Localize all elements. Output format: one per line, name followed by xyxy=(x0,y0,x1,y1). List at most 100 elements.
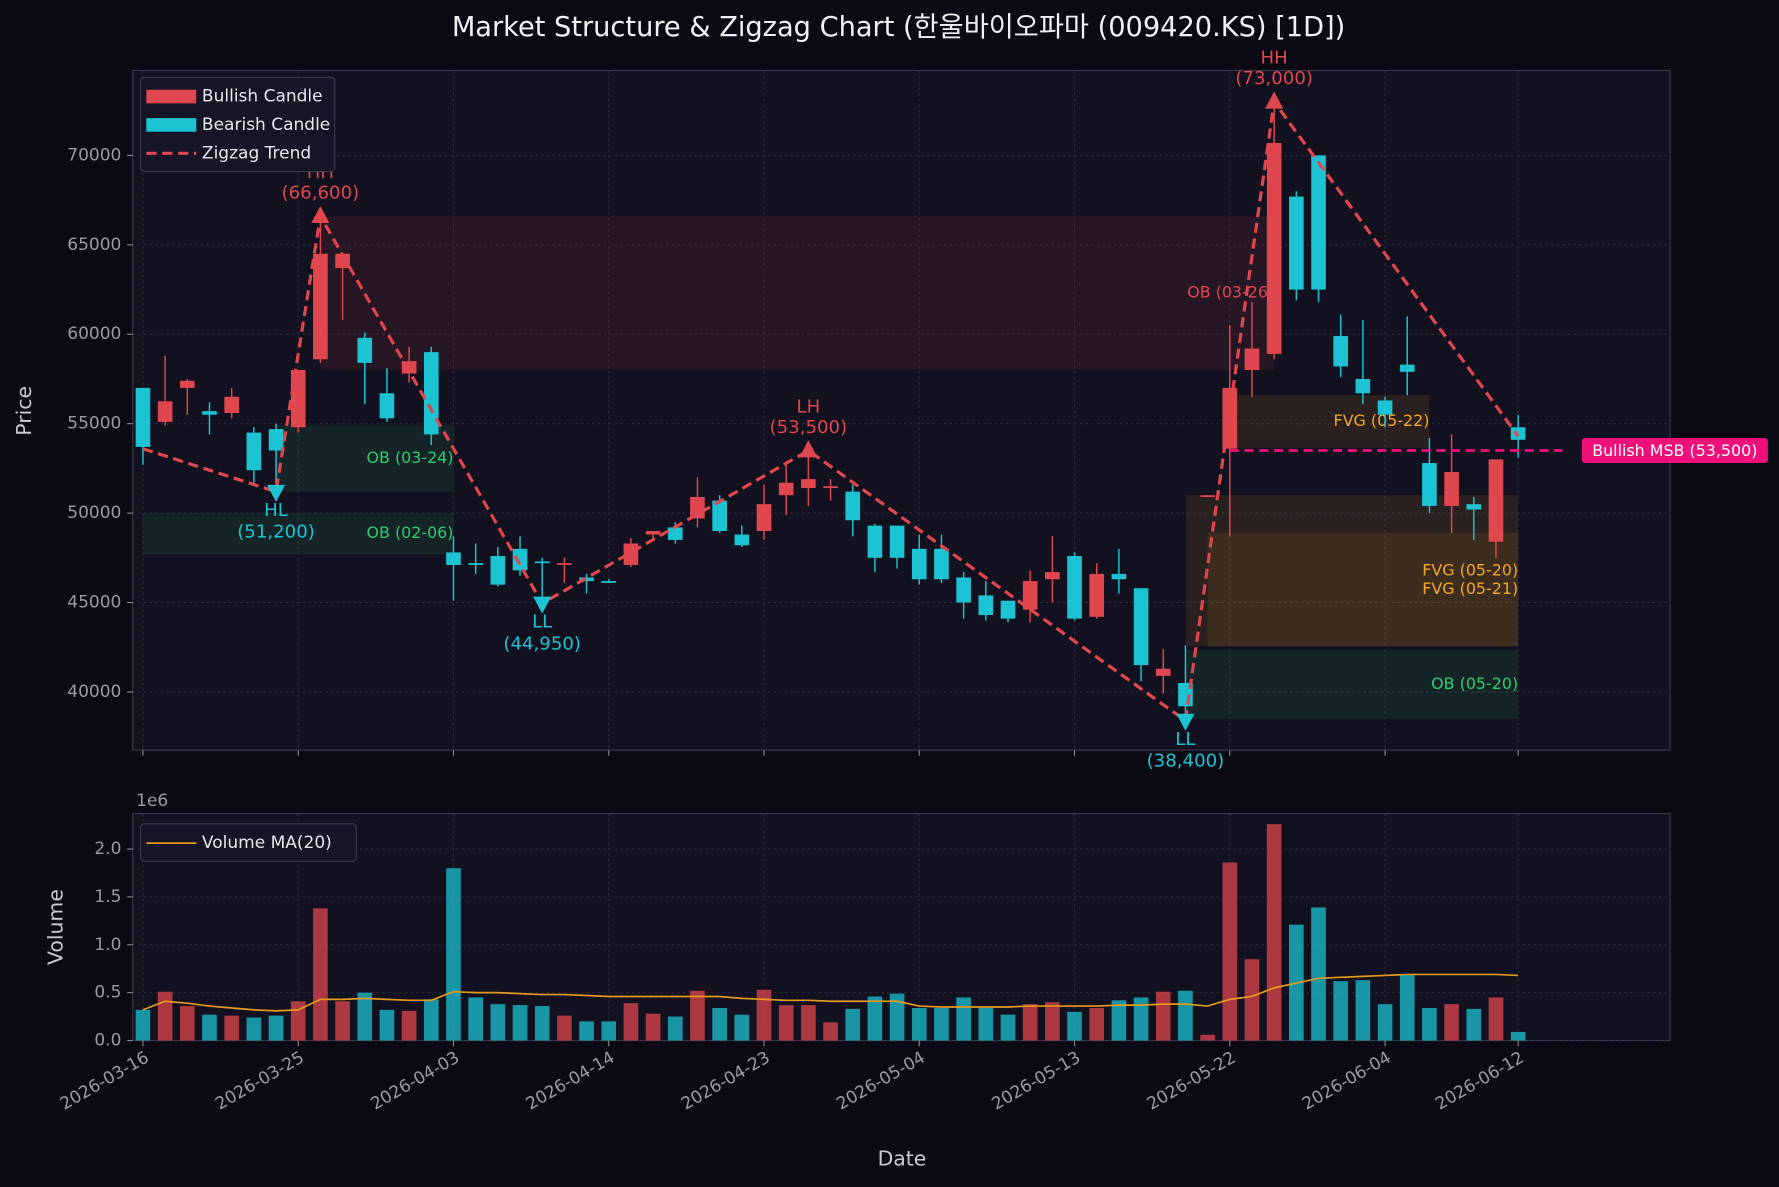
zone-label: OB (02-06) xyxy=(367,523,454,542)
pivot-label: LH xyxy=(796,396,820,417)
candle-body xyxy=(423,352,439,435)
volume-bar xyxy=(801,1005,816,1041)
y-tick-label: 55000 xyxy=(67,414,121,434)
candle-body xyxy=(202,411,217,415)
candle-body xyxy=(1488,459,1504,542)
legend-label: Bearish Candle xyxy=(202,115,330,135)
volume-bar xyxy=(1399,974,1415,1041)
pivot-marker xyxy=(533,596,552,614)
volume-bar xyxy=(468,997,483,1041)
candle-body xyxy=(934,548,949,580)
zone xyxy=(1185,649,1519,719)
candle-body xyxy=(1045,572,1060,580)
candle-body xyxy=(1444,471,1459,506)
volume-bar xyxy=(446,868,461,1041)
volume-bar xyxy=(224,1015,239,1041)
volume-bar xyxy=(1377,1004,1393,1041)
volume-bar xyxy=(889,993,905,1041)
candle-body xyxy=(290,370,306,428)
volume-bar xyxy=(712,1007,727,1041)
candle-body xyxy=(867,525,883,558)
x-axis-label: Date xyxy=(878,1147,927,1171)
volume-bar xyxy=(1488,997,1504,1041)
volume-bar xyxy=(157,991,173,1041)
volume-bar xyxy=(1311,907,1326,1041)
candle-body xyxy=(756,504,772,531)
legend-label: Bullish Candle xyxy=(202,87,323,107)
y-tick-label: 60000 xyxy=(67,324,121,344)
candle-body xyxy=(601,581,617,583)
volume-bar xyxy=(1089,1007,1105,1041)
volume-bar xyxy=(845,1008,861,1041)
candle-body xyxy=(1200,495,1215,498)
candle-body xyxy=(157,401,173,422)
volume-bar xyxy=(690,990,705,1041)
candle-body xyxy=(911,548,927,580)
candle-body xyxy=(1089,573,1105,617)
volume-bar xyxy=(956,997,971,1041)
candle-body xyxy=(357,337,373,363)
volume-bar xyxy=(490,1004,506,1041)
y-tick-label: 1.0 xyxy=(94,935,121,955)
chart-title: Market Structure & Zigzag Chart (한울바이오파마… xyxy=(452,12,1345,43)
volume-bar xyxy=(579,1021,594,1041)
candle-body xyxy=(1266,142,1282,354)
pivot-value-label: (53,500) xyxy=(770,417,848,438)
volume-bar xyxy=(1510,1031,1526,1041)
candle-body xyxy=(1155,668,1171,676)
pivot-value-label: (73,000) xyxy=(1235,68,1313,89)
pivot-label: HL xyxy=(264,500,289,521)
candle-body xyxy=(645,530,661,535)
candle-body xyxy=(1377,400,1393,415)
candle-body xyxy=(1289,196,1304,290)
legend-label: Volume MA(20) xyxy=(202,833,332,853)
volume-bar xyxy=(1222,862,1238,1041)
volume-bar xyxy=(1244,959,1260,1041)
candle-body xyxy=(1244,348,1260,371)
candle-body xyxy=(246,432,262,471)
zone xyxy=(1207,532,1519,647)
candle-body xyxy=(823,486,838,489)
candle-body xyxy=(1399,364,1415,372)
volume-bar xyxy=(557,1015,572,1041)
volume-bar xyxy=(379,1009,395,1041)
pivot-marker xyxy=(1265,91,1284,109)
pivot-value-label: (44,950) xyxy=(503,633,581,654)
volume-bar xyxy=(601,1021,617,1041)
y-tick-label: 65000 xyxy=(67,235,121,255)
candle-body xyxy=(801,479,816,489)
zigzag-line xyxy=(142,97,1520,724)
volume-bar xyxy=(202,1014,217,1041)
legend-swatch xyxy=(146,89,197,104)
volume-bar xyxy=(135,1009,151,1041)
candle-body xyxy=(667,527,683,540)
candle-body xyxy=(1355,378,1371,394)
volume-bar xyxy=(1022,1004,1038,1041)
volume-bar xyxy=(911,1007,927,1041)
volume-bar xyxy=(512,1005,528,1041)
volume-bar xyxy=(934,1007,949,1041)
volume-bar xyxy=(667,1016,683,1041)
candle-body xyxy=(1422,463,1437,506)
candle-body xyxy=(845,491,861,521)
msb-label: Bullish MSB (53,500) xyxy=(1592,441,1757,460)
volume-bar xyxy=(867,996,883,1041)
pivot-value-label: (38,400) xyxy=(1147,750,1225,771)
volume-bar xyxy=(978,1007,994,1041)
candle-body xyxy=(978,595,994,616)
pivot-label: HH xyxy=(1261,48,1288,69)
candle-body xyxy=(1022,581,1038,610)
zone-label: FVG (05-20) xyxy=(1422,560,1518,579)
volume-bar xyxy=(1111,1000,1127,1041)
volume-bar xyxy=(1355,980,1371,1041)
price-panel xyxy=(132,69,1671,751)
volume-bar xyxy=(778,1005,794,1041)
volume-bar xyxy=(1178,990,1193,1041)
legend-swatch xyxy=(146,118,197,132)
y-tick-label: 40000 xyxy=(67,682,121,702)
zone-label: FVG (05-22) xyxy=(1334,411,1430,430)
candle-body xyxy=(313,253,328,360)
legend-label: Zigzag Trend xyxy=(202,143,311,163)
volume-bar xyxy=(623,1003,639,1041)
